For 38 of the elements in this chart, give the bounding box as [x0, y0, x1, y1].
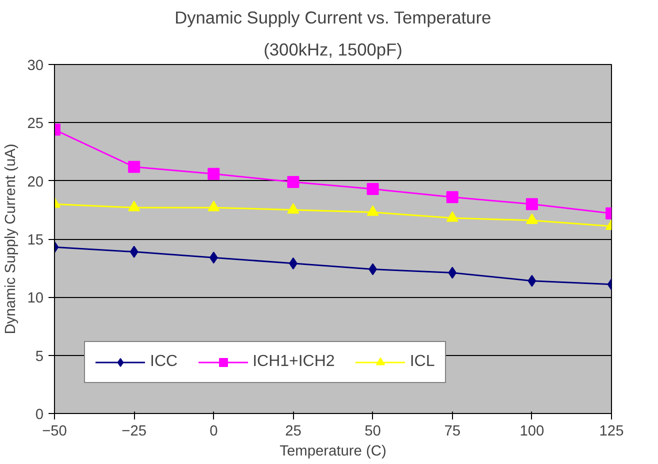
point [446, 191, 458, 204]
legend-label: ICH1+ICH2 [252, 353, 335, 371]
y-tick-label: 25 [27, 116, 44, 132]
point [209, 252, 218, 264]
point [208, 168, 220, 180]
point [526, 198, 538, 210]
point [526, 214, 538, 224]
point [287, 176, 300, 188]
y-tick-label: 5 [35, 348, 44, 365]
y-tick-label: 20 [27, 174, 44, 190]
chart-title: Dynamic Supply Current vs. Temperature [174, 8, 492, 28]
point [528, 274, 536, 287]
point [128, 200, 140, 212]
x-tick-label: 25 [285, 424, 302, 440]
x-axis-title: Temperature (C) [280, 444, 386, 460]
legend-label: ICC [150, 353, 178, 371]
point [366, 182, 379, 195]
point [128, 160, 140, 173]
x-tick-label: 100 [520, 424, 544, 440]
y-tick-label: 0 [35, 407, 44, 423]
y-tick-label: 15 [27, 232, 44, 248]
x-tick-label: 75 [444, 424, 461, 440]
point [287, 203, 300, 214]
point [366, 205, 379, 216]
point [446, 211, 458, 222]
x-tick-label: 125 [599, 424, 624, 440]
point [448, 266, 457, 279]
x-tick-label: 0 [210, 424, 218, 440]
point [130, 246, 138, 258]
y-tick-label: 30 [27, 58, 44, 74]
legend-label: ICL [410, 353, 435, 371]
x-tick-label: −25 [122, 424, 147, 440]
x-tick-label: 50 [364, 424, 381, 440]
y-tick-label: 10 [27, 290, 44, 307]
y-axis-title: Dynamic Supply Current (uA) [3, 144, 20, 334]
point [208, 200, 220, 212]
x-tick-label: −50 [42, 424, 67, 440]
chart-subtitle: (300kHz, 1500pF) [264, 40, 402, 60]
